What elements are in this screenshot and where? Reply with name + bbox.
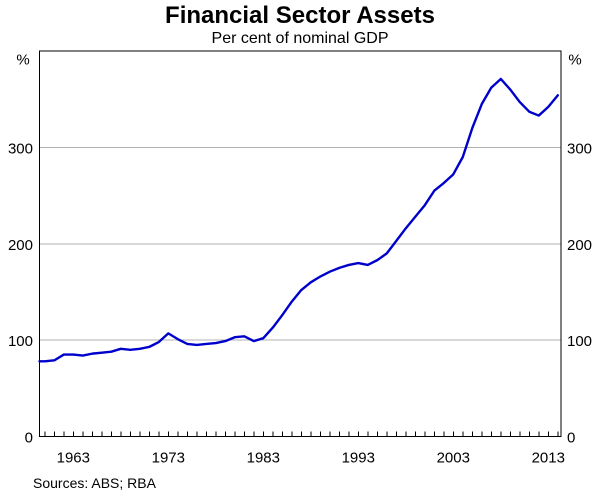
y-axis-label-left: 100	[8, 333, 33, 350]
x-axis-label: 1983	[247, 450, 280, 467]
x-axis-label: 1973	[152, 450, 185, 467]
y-axis-label-right: 100	[567, 333, 592, 350]
x-axis-label: 2013	[532, 450, 565, 467]
y-axis-unit-left: %	[16, 52, 29, 69]
y-axis-label-left: 0	[25, 430, 33, 447]
x-axis-label: 1963	[57, 450, 90, 467]
plot-frame	[38, 50, 562, 438]
y-axis-label-right: 300	[567, 140, 592, 157]
y-axis-label-left: 200	[8, 237, 33, 254]
chart-title: Financial Sector Assets	[165, 2, 435, 29]
x-axis-label: 1993	[342, 450, 375, 467]
y-axis-label-left: 300	[8, 140, 33, 157]
y-axis-unit-right: %	[568, 52, 581, 69]
x-axis-label: 2003	[437, 450, 470, 467]
y-axis-label-right: 200	[567, 237, 592, 254]
y-axis-label-right: 0	[567, 430, 575, 447]
chart-sources: Sources: ABS; RBA	[33, 475, 156, 491]
data-line-financial-sector-assets	[38, 77, 559, 363]
chart-subtitle: Per cent of nominal GDP	[211, 30, 389, 47]
